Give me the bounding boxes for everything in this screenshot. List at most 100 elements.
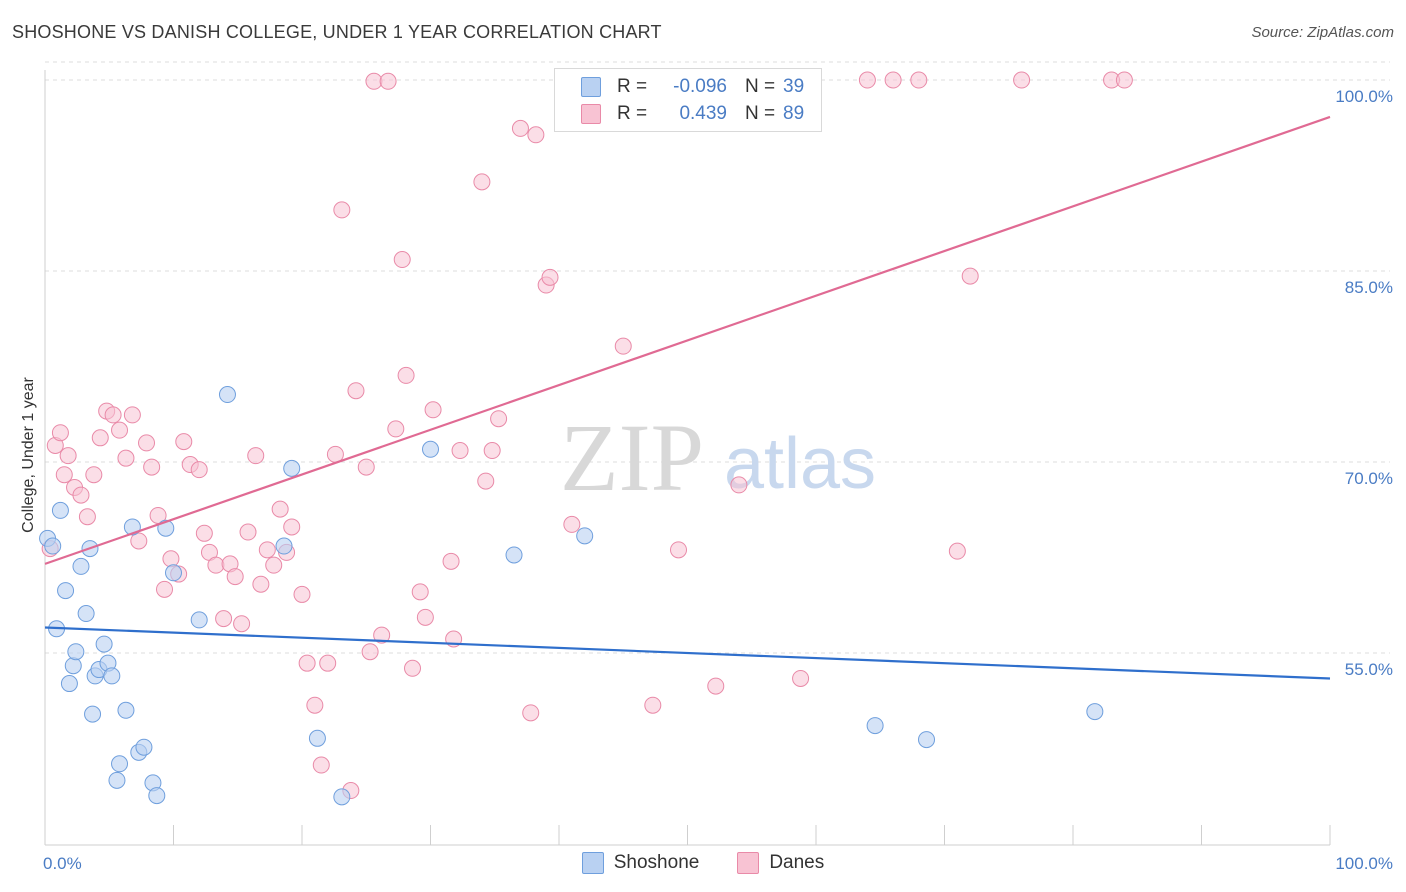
danes-point xyxy=(614,337,632,355)
danes-point xyxy=(265,556,283,574)
danes-point xyxy=(393,251,411,269)
danes-point xyxy=(451,442,469,460)
gridlines xyxy=(45,61,1390,654)
r-value: -0.096 xyxy=(673,76,727,97)
legend-item-danes[interactable]: Danes xyxy=(737,852,824,874)
r-value: 0.439 xyxy=(679,103,727,124)
danes-point xyxy=(104,406,122,424)
danes-point xyxy=(143,458,161,476)
danes-point xyxy=(670,541,688,559)
danes-point xyxy=(387,420,405,438)
shoshone-point xyxy=(218,386,236,404)
n-value: 39 xyxy=(783,76,805,97)
correlation-legend: R = -0.096 N = 39 R = 0.439 N = 89 xyxy=(554,68,822,132)
danes-point xyxy=(258,541,276,559)
danes-point xyxy=(858,71,876,89)
danes-point xyxy=(51,424,69,442)
danes-point xyxy=(490,410,508,428)
n-label: N = xyxy=(745,76,776,97)
danes-point xyxy=(293,585,311,603)
shoshone-point xyxy=(64,657,82,675)
shoshone-point xyxy=(111,755,129,773)
danes-point xyxy=(483,442,501,460)
danes-point xyxy=(563,515,581,533)
danes-point xyxy=(298,654,316,672)
danes-point xyxy=(130,532,148,550)
legend-item-shoshone[interactable]: Shoshone xyxy=(581,852,700,874)
shoshone-point xyxy=(77,605,95,623)
danes-point xyxy=(252,575,270,593)
danes-point xyxy=(226,568,244,586)
shoshone-point xyxy=(135,738,153,756)
danes-point xyxy=(411,583,429,601)
danes-point xyxy=(365,72,383,90)
danes-point xyxy=(123,406,141,424)
shoshone-point xyxy=(918,731,936,749)
danes-swatch xyxy=(581,104,601,124)
danes-point xyxy=(442,552,460,570)
x-tick-label-end: 100.0% xyxy=(1335,854,1393,873)
danes-point xyxy=(522,704,540,722)
danes-point xyxy=(379,72,397,90)
danes-point xyxy=(416,608,434,626)
legend-label-danes: Danes xyxy=(769,852,825,873)
shoshone-point xyxy=(148,787,166,805)
shoshone-swatch xyxy=(581,852,604,874)
shoshone-point xyxy=(505,546,523,564)
danes-point xyxy=(333,201,351,219)
shoshone-point xyxy=(576,527,594,545)
shoshone-point xyxy=(108,771,126,789)
danes-point xyxy=(424,401,442,419)
danes-point xyxy=(707,677,725,695)
danes-point xyxy=(195,524,213,542)
shoshone-points xyxy=(39,386,1104,806)
danes-point xyxy=(207,556,225,574)
danes-point xyxy=(404,659,422,677)
legend-label-shoshone: Shoshone xyxy=(613,852,700,873)
danes-point xyxy=(1013,71,1031,89)
x-tick-label-start: 0.0% xyxy=(43,854,82,873)
r-label: R = xyxy=(617,103,648,124)
danes-point xyxy=(156,580,174,598)
danes-point xyxy=(85,466,103,484)
danes-point xyxy=(72,486,90,504)
danes-point xyxy=(306,696,324,714)
danes-point xyxy=(175,433,193,451)
danes-point xyxy=(312,756,330,774)
danes-point xyxy=(247,447,265,465)
danes-point xyxy=(59,447,77,465)
danes-point xyxy=(319,654,337,672)
danes-point xyxy=(373,626,391,644)
chart-title: SHOSHONE VS DANISH COLLEGE, UNDER 1 YEAR… xyxy=(12,22,662,42)
danes-point xyxy=(190,461,208,479)
danes-point xyxy=(961,267,979,285)
shoshone-point xyxy=(165,564,182,582)
shoshone-point xyxy=(67,643,85,661)
shoshone-point xyxy=(95,635,113,653)
shoshone-point xyxy=(117,701,135,719)
danes-point xyxy=(884,71,902,89)
danes-point xyxy=(55,466,73,484)
y-tick-label: 85.0% xyxy=(1345,278,1393,297)
danes-point xyxy=(78,508,96,526)
danes-point xyxy=(477,472,495,490)
danes-point xyxy=(283,518,301,536)
shoshone-point xyxy=(422,440,439,458)
tick-labels: 55.0% 70.0% 85.0% 100.0% 0.0% 100.0% xyxy=(43,87,1393,873)
danes-point xyxy=(111,421,129,439)
watermark-atlas: atlas xyxy=(724,424,876,504)
axes xyxy=(44,70,1331,846)
y-tick-label: 70.0% xyxy=(1345,469,1393,488)
danes-point xyxy=(397,366,415,384)
danes-point xyxy=(644,696,662,714)
shoshone-point xyxy=(72,557,90,575)
danes-point xyxy=(117,449,135,467)
y-tick-label: 100.0% xyxy=(1335,87,1393,106)
shoshone-point xyxy=(103,667,121,685)
danes-point xyxy=(138,434,156,452)
danes-point xyxy=(239,523,257,541)
danes-point xyxy=(162,550,180,568)
danes-point xyxy=(511,119,529,137)
source-credit: Source: ZipAtlas.com xyxy=(1251,24,1394,41)
danes-point xyxy=(1115,71,1133,89)
